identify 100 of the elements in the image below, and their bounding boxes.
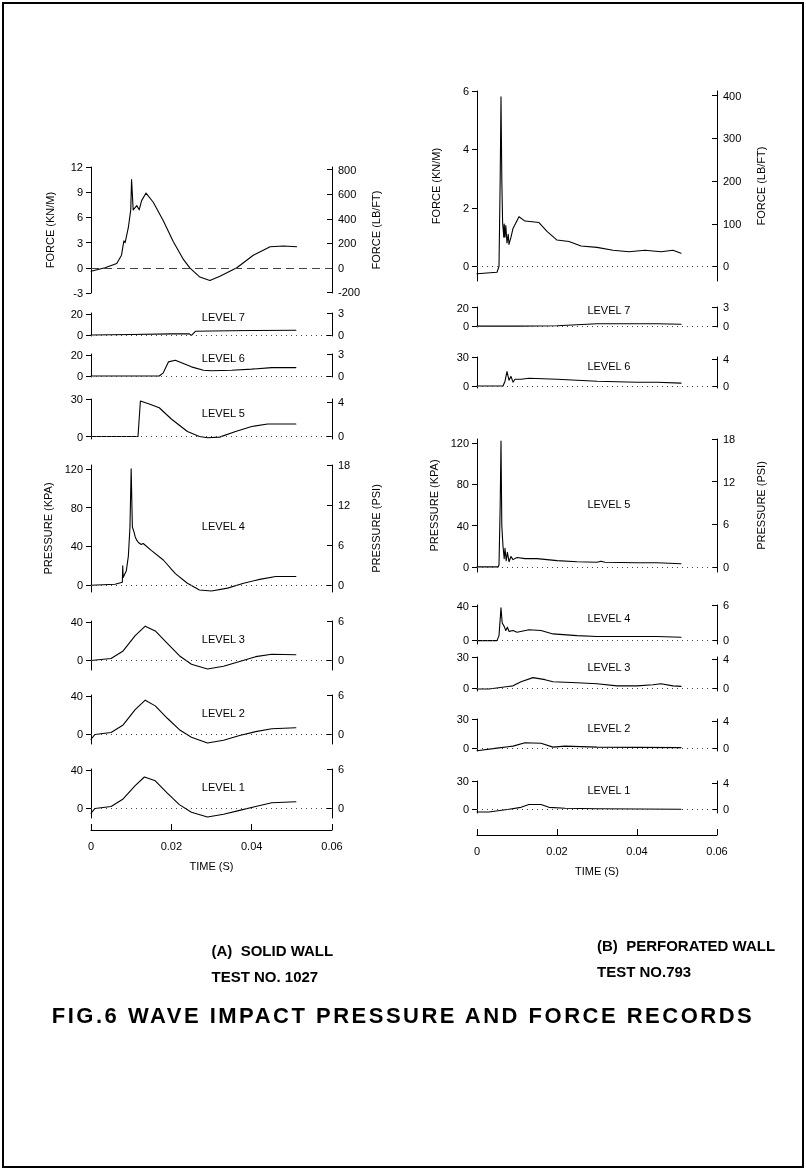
y-tick-label: 30 xyxy=(456,775,469,787)
y2-tick-label: 0 xyxy=(338,579,345,592)
y-axis-title: PRESSURE (KPA) xyxy=(42,482,55,575)
text: (B) PERFORATED WALL xyxy=(597,937,776,954)
y-tick-label: 40 xyxy=(456,519,469,532)
y-tick-label: 0 xyxy=(462,380,469,393)
y-tick-label: 20 xyxy=(456,301,469,314)
text: (A) SOLID WALL xyxy=(211,942,334,959)
x-tick-label: 0 xyxy=(87,839,95,852)
text: LEVEL 4 xyxy=(587,611,631,624)
y2-tick-label: 4 xyxy=(723,353,730,366)
y2-tick-label: -200 xyxy=(338,286,361,299)
chart-title: LEVEL 2 xyxy=(587,722,631,735)
y2-tick-label: 6 xyxy=(723,518,730,531)
y-tick-label: 0 xyxy=(462,260,469,273)
x-tick-label: 0 xyxy=(473,844,481,857)
y-tick-label: 120 xyxy=(450,437,469,450)
y2-tick-label: 800 xyxy=(338,163,357,176)
y-tick-label: 0 xyxy=(462,681,469,694)
y2-tick-label: 18 xyxy=(723,433,736,445)
y2-tick-label: 100 xyxy=(723,217,742,230)
y2-axis-title: FORCE (LB/FT) xyxy=(754,146,767,226)
y-tick-label: 0 xyxy=(462,560,469,573)
y-tick-label: 2 xyxy=(462,201,469,214)
y2-tick-label: 6 xyxy=(338,615,345,627)
y-tick-label: 30 xyxy=(456,651,469,663)
text: LEVEL 5 xyxy=(201,406,245,419)
y-tick-label: 30 xyxy=(456,713,469,725)
text: LEVEL 5 xyxy=(587,497,631,510)
y-tick-label: 30 xyxy=(70,393,83,405)
y2-tick-label: 200 xyxy=(723,175,742,188)
x-axis-title: TIME (S) xyxy=(575,864,619,877)
y-tick-label: 20 xyxy=(70,308,83,321)
y2-tick-label: 0 xyxy=(338,328,345,341)
text: LEVEL 3 xyxy=(201,633,245,646)
y-tick-label: 40 xyxy=(456,600,469,613)
y-tick-label: 40 xyxy=(70,690,83,703)
y-tick-label: 80 xyxy=(70,501,83,514)
y2-tick-label: 6 xyxy=(723,599,730,611)
y2-tick-label: 4 xyxy=(723,715,730,728)
chart-title: LEVEL 6 xyxy=(201,352,245,365)
y2-tick-label: 0 xyxy=(723,742,730,754)
y-tick-label: 0 xyxy=(462,742,469,755)
chart-title: LEVEL 7 xyxy=(201,311,245,324)
y-tick-label: 4 xyxy=(462,143,469,156)
y2-tick-label: 0 xyxy=(723,260,730,273)
y-tick-label: 40 xyxy=(70,616,83,629)
chart-title: LEVEL 3 xyxy=(587,661,631,674)
y2-tick-label: 3 xyxy=(338,307,345,320)
y-tick-label: -3 xyxy=(73,287,83,299)
x-tick-label: 0.06 xyxy=(321,839,343,852)
y2-tick-label: 6 xyxy=(338,539,345,552)
text: LEVEL 2 xyxy=(201,707,245,720)
y2-tick-label: 0 xyxy=(723,561,730,574)
y-tick-label: 20 xyxy=(70,349,83,362)
y-tick-label: 0 xyxy=(76,802,83,815)
y2-tick-label: 0 xyxy=(338,802,345,815)
y2-tick-label: 0 xyxy=(723,803,730,816)
y-tick-label: 40 xyxy=(70,540,83,553)
y2-tick-label: 3 xyxy=(723,301,730,313)
y-tick-label: 0 xyxy=(76,579,83,592)
y-tick-label: 6 xyxy=(462,85,469,97)
y2-tick-label: 0 xyxy=(723,320,730,333)
y-axis-title: FORCE (KN/M) xyxy=(43,191,56,269)
text: FIG.6 WAVE IMPACT PRESSURE AND FORCE RECORDS xyxy=(50,1003,756,1029)
y-axis-title: FORCE (KN/M) xyxy=(429,147,442,225)
text: LEVEL 4 xyxy=(201,520,245,533)
y-tick-label: 6 xyxy=(76,211,83,224)
y2-tick-label: 6 xyxy=(338,763,345,775)
text: TEST NO.793 xyxy=(597,963,692,980)
chart-title: LEVEL 7 xyxy=(587,303,631,316)
y-axis-title: PRESSURE (KPA) xyxy=(428,459,441,552)
y-tick-label: 30 xyxy=(456,351,469,363)
y2-axis-title: PRESSURE (PSI) xyxy=(369,484,382,573)
y2-tick-label: 0 xyxy=(723,380,730,392)
chart-title: LEVEL 1 xyxy=(587,784,631,797)
y2-tick-label: 400 xyxy=(338,212,357,225)
y2-tick-label: 0 xyxy=(338,430,345,443)
y2-tick-label: 12 xyxy=(338,499,351,512)
text: LEVEL 1 xyxy=(201,781,245,794)
y2-tick-label: 12 xyxy=(723,475,736,488)
y-tick-label: 0 xyxy=(462,320,469,333)
chart-title: LEVEL 6 xyxy=(587,359,631,372)
y2-tick-label: 200 xyxy=(338,237,357,250)
y-tick-label: 0 xyxy=(462,633,469,646)
y-tick-label: 0 xyxy=(76,261,83,274)
y2-tick-label: 400 xyxy=(723,89,742,102)
y2-axis-title: FORCE (LB/FT) xyxy=(370,190,383,270)
y2-tick-label: 3 xyxy=(338,348,345,361)
x-tick-label: 0.06 xyxy=(706,844,728,857)
x-tick-label: 0.02 xyxy=(160,839,183,852)
x-tick-label: 0.04 xyxy=(240,839,263,852)
y2-tick-label: 300 xyxy=(723,132,742,145)
y2-tick-label: 0 xyxy=(723,633,730,646)
y-tick-label: 0 xyxy=(76,654,83,667)
x-tick-label: 0.02 xyxy=(546,844,568,857)
y-tick-label: 80 xyxy=(456,478,469,491)
y2-tick-label: 4 xyxy=(338,396,345,409)
y2-tick-label: 4 xyxy=(723,777,730,790)
y2-tick-label: 4 xyxy=(723,653,730,666)
